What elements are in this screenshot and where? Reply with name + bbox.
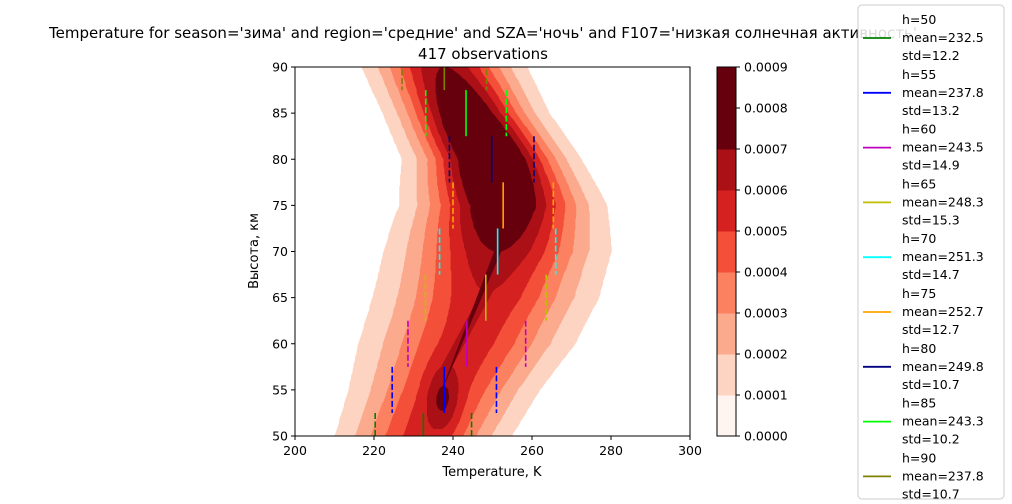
legend-entry-50: h=50 mean=232.5 std=12.2 [863,12,984,63]
colorbar-segment [717,231,736,273]
legend-std: std=12.7 [902,322,960,337]
colorbar-segment [717,313,736,355]
legend-std: std=12.2 [902,48,960,63]
x-axis-label: Temperature, K [441,465,542,480]
x-tick-label: 280 [599,443,623,458]
colorbar-tick-label: 0.0002 [744,347,788,362]
colorbar-frame [716,66,737,437]
legend-mean: mean=237.8 [902,85,984,100]
colorbar-segment [717,354,736,396]
x-tick-label: 200 [283,443,307,458]
colorbar-segment [717,190,736,232]
legend-std: std=10.7 [902,486,960,501]
colorbar-tick-label: 0.0003 [744,306,788,321]
legend-std: std=14.7 [902,267,960,282]
legend-label: h=75 [902,286,936,301]
colorbar-segment [717,108,736,150]
x-tick-label: 300 [678,443,702,458]
legend-entry-60: h=60 mean=243.5 std=14.9 [863,122,984,173]
y-tick-label: 55 [272,382,288,397]
x-tick-label: 260 [520,443,544,458]
colorbar-tick-label: 0.0005 [744,224,788,239]
legend-label: h=60 [902,122,936,137]
legend-label: h=90 [902,450,936,465]
legend-label: h=65 [902,176,936,191]
legend-label: h=80 [902,341,936,356]
colorbar: 0.0000 0.0001 0.0002 0.0003 0.0004 0.0005 0.00… [716,60,788,444]
legend: h=50 mean=232.5 std=12.2h=55 mean=237.8 … [857,4,1005,501]
chart-subtitle: 417 observations [418,45,548,63]
legend-mean: mean=243.3 [902,414,984,429]
colorbar-segment [717,67,736,109]
legend-box [857,4,1005,500]
legend-label: h=85 [902,396,936,411]
legend-mean: mean=252.7 [902,304,984,319]
legend-label: h=55 [902,67,936,82]
y-tick-label: 65 [272,290,288,305]
colorbar-tick-label: 0.0004 [744,265,788,280]
colorbar-segment [717,395,736,437]
x-axis: 200 220 240 260 280 300 [283,436,702,458]
contour-level-8 [449,94,525,224]
plot-area [294,66,691,437]
legend-entry-70: h=70 mean=251.3 std=14.7 [863,231,984,282]
colorbar-tick-label: 0.0001 [744,388,788,403]
legend-mean: mean=251.3 [902,249,984,264]
legend-entry-80: h=80 mean=249.8 std=10.7 [863,341,984,392]
y-axis: 50 55 60 65 70 75 80 85 90 [272,60,295,444]
legend-label: h=50 [902,12,936,27]
y-tick-label: 80 [272,152,288,167]
legend-std: std=10.7 [902,377,960,392]
mean-std-markers [374,67,557,436]
legend-entry-55: h=55 mean=237.8 std=13.2 [863,67,984,118]
y-tick-label: 75 [272,198,288,213]
legend-mean: mean=248.3 [902,194,984,209]
legend-mean: mean=232.5 [902,30,984,45]
x-tick-label: 220 [362,443,386,458]
legend-std: std=10.2 [902,432,960,447]
colorbar-tick-label: 0.0009 [744,60,788,75]
y-tick-label: 60 [272,336,288,351]
y-tick-label: 50 [272,429,288,444]
colorbar-segment [717,149,736,191]
colorbar-segment [717,272,736,314]
colorbar-tick-label: 0.0008 [744,101,788,116]
colorbar-tick-label: 0.0000 [744,429,788,444]
legend-std: std=14.9 [902,158,960,173]
legend-mean: mean=243.5 [902,140,984,155]
legend-mean: mean=237.8 [902,468,984,483]
legend-std: std=13.2 [902,103,960,118]
legend-entry-90: h=90 mean=237.8 std=10.7 [863,450,984,501]
y-tick-label: 85 [272,106,288,121]
density-contours [334,67,612,436]
legend-mean: mean=249.8 [902,359,984,374]
x-tick-label: 240 [441,443,465,458]
chart-title: Temperature for season='зима' and region… [48,24,917,42]
y-tick-label: 70 [272,244,288,259]
legend-entry-75: h=75 mean=252.7 std=12.7 [863,286,984,337]
legend-entry-85: h=85 mean=243.3 std=10.2 [863,396,984,447]
colorbar-tick-label: 0.0007 [744,142,788,157]
y-tick-label: 90 [272,60,288,75]
colorbar-tick-label: 0.0006 [744,183,788,198]
legend-entry-65: h=65 mean=248.3 std=15.3 [863,176,984,227]
legend-std: std=15.3 [902,212,960,227]
legend-label: h=70 [902,231,936,246]
y-axis-label: Высота, км [247,213,262,289]
